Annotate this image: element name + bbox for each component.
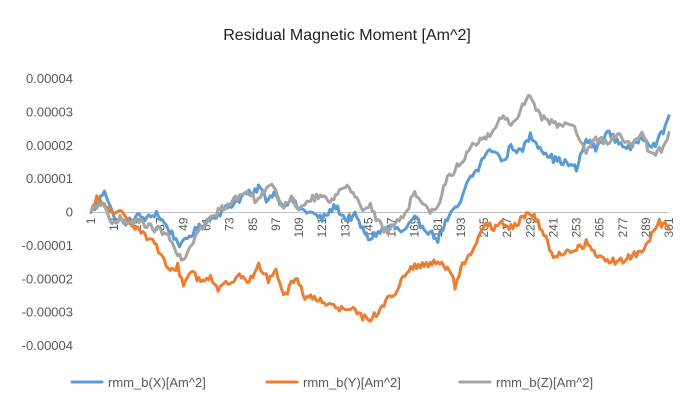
y-tick-label: -0.00003 bbox=[22, 305, 73, 320]
y-tick-label: -0.00002 bbox=[22, 271, 73, 286]
x-tick-label: 73 bbox=[223, 217, 237, 231]
x-tick-label: 265 bbox=[593, 217, 607, 237]
chart-title: Residual Magnetic Moment [Am^2] bbox=[223, 27, 471, 44]
legend: rmm_b(X)[Am^2] rmm_b(Y)[Am^2] rmm_b(Z)[Am^… bbox=[70, 375, 593, 390]
legend-label: rmm_b(Z)[Am^2] bbox=[496, 375, 593, 390]
x-tick-label: 229 bbox=[523, 217, 537, 237]
y-tick-label: -0.00001 bbox=[22, 238, 73, 253]
x-tick-label: 277 bbox=[616, 217, 630, 237]
series-lines bbox=[89, 93, 671, 323]
legend-label: rmm_b(X)[Am^2] bbox=[108, 375, 206, 390]
y-axis-tick-labels: 0.00004 0.00003 0.00002 0.00001 0 -0.00001 -0.… bbox=[22, 71, 73, 353]
y-tick-label: 0 bbox=[66, 205, 73, 220]
x-tick-label: 241 bbox=[546, 217, 560, 237]
legend-label: rmm_b(Y)[Am^2] bbox=[303, 375, 401, 390]
x-tick-label: 85 bbox=[246, 217, 260, 231]
y-tick-label: 0.00004 bbox=[26, 71, 73, 86]
series-line-2 bbox=[89, 194, 671, 323]
x-tick-label: 289 bbox=[639, 217, 653, 237]
x-tick-label: 133 bbox=[338, 217, 352, 237]
x-tick-label: 193 bbox=[454, 217, 468, 237]
x-tick-label: 109 bbox=[292, 217, 306, 237]
x-tick-label: 1 bbox=[84, 217, 98, 224]
x-axis-tick-labels: 1 13 25 37 49 61 73 85 97 109 121 133 145 157 169 181 19… bbox=[84, 217, 676, 237]
x-tick-label: 97 bbox=[269, 217, 283, 231]
x-tick-label: 121 bbox=[315, 217, 329, 237]
y-tick-label: 0.00001 bbox=[26, 171, 73, 186]
y-tick-label: -0.00004 bbox=[22, 338, 73, 353]
x-tick-label: 253 bbox=[570, 217, 584, 237]
series-line-1 bbox=[89, 114, 671, 249]
y-tick-label: 0.00003 bbox=[26, 104, 73, 119]
series-line-3 bbox=[89, 93, 671, 262]
y-tick-label: 0.00002 bbox=[26, 138, 73, 153]
x-tick-label: 49 bbox=[176, 217, 190, 231]
